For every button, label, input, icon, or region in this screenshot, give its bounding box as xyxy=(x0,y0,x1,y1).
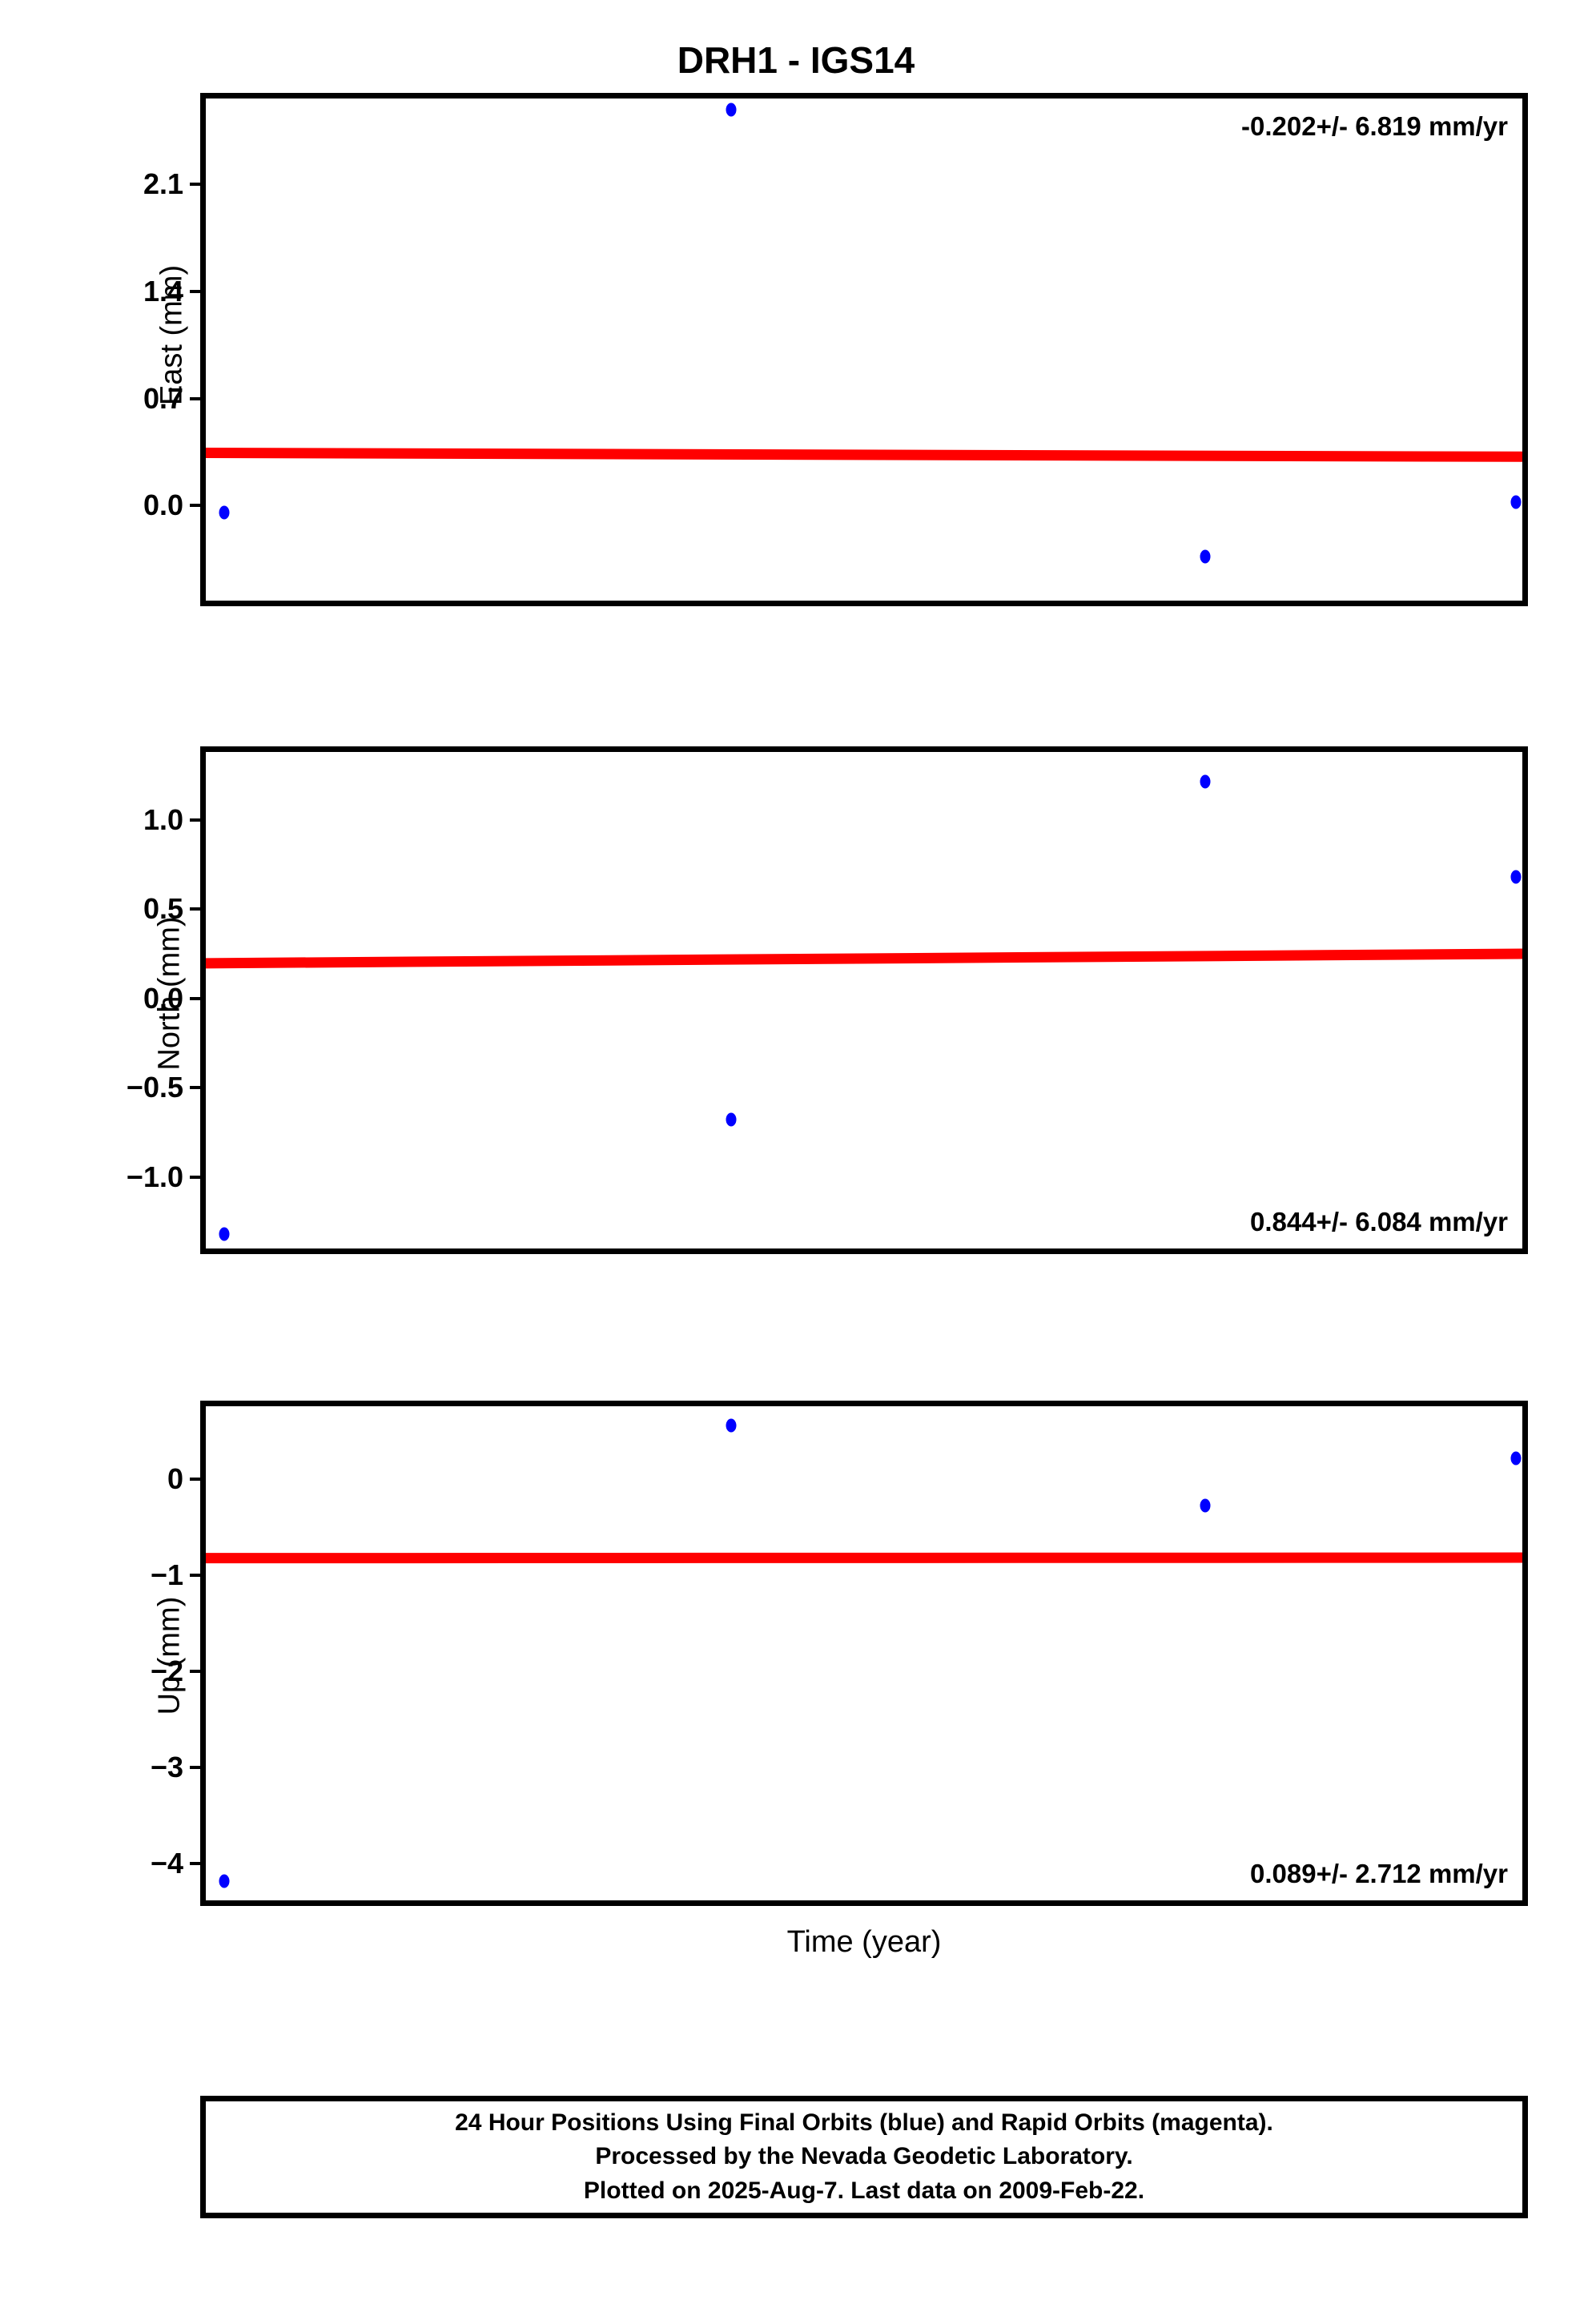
y-tick-label-up-0: 0 xyxy=(167,1462,183,1496)
y-tick-label-north-3: −0.5 xyxy=(126,1071,183,1104)
y-tick-north-3 xyxy=(190,1086,206,1090)
y-tick-east-2 xyxy=(190,396,206,400)
y-tick-label-north-1: 0.5 xyxy=(143,892,183,926)
plot-area-up xyxy=(206,1406,1522,1900)
panel-north: 1.0 0.5 0.0 −0.5 −1.0 North (mm) 0.844+/- 6.… xyxy=(127,746,1528,1254)
caption-line-3: Plotted on 2025-Aug-7. Last data on 2009… xyxy=(583,2177,1145,2204)
data-point-east-2 xyxy=(1200,549,1211,564)
data-point-east-3 xyxy=(1510,495,1522,509)
page-title: DRH1 - IGS14 xyxy=(677,39,915,81)
rate-annotation-east: -0.202+/- 6.819 mm/yr xyxy=(1241,111,1508,141)
y-tick-north-1 xyxy=(190,907,206,911)
x-axis-label: Time (year) xyxy=(786,1925,942,1959)
caption-box: 24 Hour Positions Using Final Orbits (bl… xyxy=(200,2096,1528,2218)
trend-segment-north xyxy=(206,954,1522,963)
y-tick-up-4 xyxy=(190,1862,206,1866)
plot-area-north xyxy=(206,752,1522,1248)
y-tick-east-3 xyxy=(190,504,206,508)
y-tick-label-up-1: −1 xyxy=(150,1558,183,1592)
y-tick-north-4 xyxy=(190,1175,206,1179)
data-point-north-1 xyxy=(726,1112,737,1127)
y-tick-label-north-4: −1.0 xyxy=(126,1160,183,1193)
panel-up: 0 −1 −2 −3 −4 Up (mm) 0.089+/- 2.712 mm/yr xyxy=(151,1401,1528,1906)
y-axis-label-north: North (mm) xyxy=(152,916,187,1071)
y-tick-east-0 xyxy=(190,183,206,187)
y-tick-label-north-0: 1.0 xyxy=(143,802,183,836)
trend-line-north xyxy=(206,752,1522,1248)
trend-segment-east xyxy=(206,453,1522,457)
data-point-up-2 xyxy=(1200,1498,1211,1513)
rate-annotation-up: 0.089+/- 2.712 mm/yr xyxy=(1250,1859,1508,1888)
y-tick-label-east-0: 2.1 xyxy=(143,167,183,201)
y-tick-north-2 xyxy=(190,996,206,1000)
y-tick-label-up-2: −2 xyxy=(150,1655,183,1688)
y-tick-label-east-1: 1.4 xyxy=(143,274,183,308)
y-axis-label-east: East (mm) xyxy=(155,264,189,406)
panel-east: 2.1 1.4 0.7 0.0 East (mm) -0.202+/- 6.819 m… xyxy=(143,93,1528,606)
y-tick-up-2 xyxy=(190,1670,206,1674)
y-tick-up-3 xyxy=(190,1766,206,1770)
y-axis-label-up: Up (mm) xyxy=(152,1596,187,1715)
y-tick-label-up-3: −3 xyxy=(150,1751,183,1784)
y-tick-east-1 xyxy=(190,289,206,293)
y-tick-label-east-3: 0.0 xyxy=(143,489,183,522)
data-point-north-3 xyxy=(1510,870,1522,884)
data-point-up-0 xyxy=(219,1874,230,1888)
rate-annotation-north: 0.844+/- 6.084 mm/yr xyxy=(1250,1207,1508,1236)
data-point-up-1 xyxy=(726,1418,737,1433)
data-point-east-0 xyxy=(219,505,230,520)
y-tick-label-east-2: 0.7 xyxy=(143,381,183,415)
plot-area-east xyxy=(206,99,1522,601)
data-point-north-0 xyxy=(219,1227,230,1241)
trend-line-east xyxy=(206,99,1522,601)
y-tick-up-1 xyxy=(190,1574,206,1578)
y-tick-up-0 xyxy=(190,1478,206,1482)
y-tick-label-up-4: −4 xyxy=(150,1847,183,1880)
caption-line-1: 24 Hour Positions Using Final Orbits (bl… xyxy=(455,2109,1273,2136)
caption-line-2: Processed by the Nevada Geodetic Laborat… xyxy=(595,2143,1133,2170)
y-tick-label-north-2: 0.0 xyxy=(143,981,183,1015)
data-point-north-2 xyxy=(1200,774,1211,789)
trend-line-up xyxy=(206,1406,1522,1900)
y-tick-north-0 xyxy=(190,818,206,822)
data-point-east-1 xyxy=(726,103,737,117)
data-point-up-3 xyxy=(1510,1451,1522,1466)
